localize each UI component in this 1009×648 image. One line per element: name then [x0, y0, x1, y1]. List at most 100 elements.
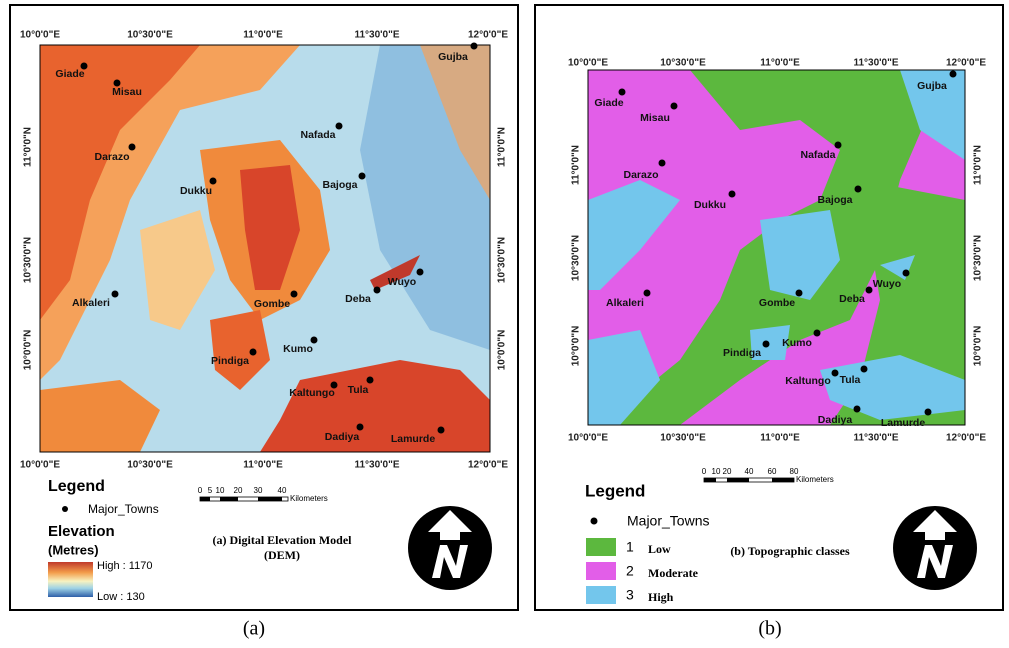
town-label: Tula [348, 384, 369, 396]
scale-tick-label: 60 [768, 467, 777, 476]
scale-tick-label: 0 [702, 467, 707, 476]
longitude-label: 10°30'0"E [660, 433, 706, 444]
latitude-label: 11°0'0"N [23, 127, 34, 167]
town-marker [855, 186, 862, 193]
legend-swatch [586, 562, 616, 580]
town-marker [210, 178, 217, 185]
town-label: Kaltungo [785, 375, 831, 387]
latitude-label: 11°0'0"N [571, 145, 582, 185]
town-label: Alkaleri [72, 297, 110, 309]
latitude-label: 10°30'0"N [497, 237, 508, 283]
scale-bar-segment [727, 478, 749, 482]
longitude-label: 11°30'0"E [853, 58, 898, 69]
longitude-label: 10°0'0"E [568, 433, 608, 444]
town-label: Tula [840, 374, 861, 386]
latitude-label: 10°0'0"N [23, 330, 34, 371]
latitude-label: 10°30'0"N [23, 237, 34, 283]
legend-heading: (Metres) [48, 542, 99, 557]
scale-bar-segment [220, 497, 238, 501]
town-marker [729, 191, 736, 198]
town-label: Misau [112, 86, 142, 98]
scale-bar-segment [704, 478, 716, 482]
town-marker [438, 427, 445, 434]
legend-class-name: Low [648, 542, 671, 556]
scale-tick-label: 10 [216, 486, 225, 495]
legend-swatch [586, 538, 616, 556]
town-label: Deba [839, 293, 865, 305]
panel-label: (a) [243, 618, 265, 640]
scale-tick-label: 5 [208, 486, 213, 495]
scale-tick-label: 20 [234, 486, 243, 495]
longitude-label: 11°0'0"E [243, 30, 283, 41]
town-label: Gombe [254, 298, 290, 310]
north-arrow [408, 506, 492, 590]
longitude-label: 10°30'0"E [127, 30, 173, 41]
town-label: Darazo [94, 151, 129, 163]
legend-marker [591, 518, 598, 525]
longitude-label: 10°0'0"E [20, 30, 60, 41]
legend-label: Major_Towns [88, 502, 159, 516]
longitude-label: 11°0'0"E [760, 433, 800, 444]
town-marker [796, 290, 803, 297]
town-label: Lamurde [391, 433, 436, 445]
town-marker [950, 71, 957, 78]
town-label: Pindiga [211, 355, 249, 367]
longitude-label: 11°30'0"E [354, 30, 399, 41]
town-label: Alkaleri [606, 297, 644, 309]
town-marker [357, 424, 364, 431]
town-label: Wuyo [873, 278, 901, 290]
town-label: Bajoga [817, 194, 852, 206]
scale-tick-label: 40 [745, 467, 754, 476]
longitude-label: 10°0'0"E [20, 460, 60, 471]
town-label: Deba [345, 293, 371, 305]
town-marker [359, 173, 366, 180]
longitude-label: 10°30'0"E [660, 58, 706, 69]
town-label: Gujba [438, 51, 468, 63]
town-marker [471, 43, 478, 50]
town-marker [763, 341, 770, 348]
town-marker [374, 287, 381, 294]
town-label: Darazo [623, 169, 658, 181]
scale-tick-label: 20 [723, 467, 732, 476]
legend-title: Legend [585, 481, 645, 500]
legend-class-name: High [648, 590, 674, 604]
legend-title: Legend [48, 478, 105, 495]
town-marker [814, 330, 821, 337]
longitude-label: 11°0'0"E [760, 58, 800, 69]
town-marker [854, 406, 861, 413]
town-label: Giade [55, 68, 84, 80]
town-marker [835, 142, 842, 149]
legend-label: Major_Towns [627, 513, 709, 529]
town-marker [925, 409, 932, 416]
latitude-label: 10°0'0"N [497, 330, 508, 371]
town-label: Pindiga [723, 347, 761, 359]
town-label: Kaltungo [289, 387, 335, 399]
town-marker [291, 291, 298, 298]
town-label: Dadiya [325, 431, 360, 443]
longitude-label: 12°0'0"E [468, 460, 508, 471]
town-marker [129, 144, 136, 151]
town-label: Gujba [917, 80, 947, 92]
legend-label: High : 1170 [97, 560, 152, 572]
legend-class-number: 3 [626, 587, 634, 603]
town-label: Nafada [800, 149, 835, 161]
scale-bar-segment [772, 478, 794, 482]
town-label: Bajoga [322, 179, 357, 191]
longitude-label: 11°30'0"E [853, 433, 898, 444]
longitude-label: 12°0'0"E [946, 58, 986, 69]
latitude-label: 10°0'0"N [973, 326, 984, 367]
caption: (a) Digital Elevation Model [213, 533, 353, 547]
scale-unit: Kilometers [796, 475, 834, 484]
panel-label: (b) [758, 618, 781, 640]
town-label: Nafada [300, 129, 335, 141]
town-marker [644, 290, 651, 297]
town-marker [619, 89, 626, 96]
town-marker [861, 366, 868, 373]
dem-map [40, 45, 490, 452]
town-marker [866, 287, 873, 294]
scale-bar-segment [200, 497, 210, 501]
latitude-label: 10°30'0"N [973, 235, 984, 281]
longitude-label: 10°30'0"E [127, 460, 173, 471]
scale-tick-label: 40 [278, 486, 287, 495]
latitude-label: 10°30'0"N [571, 235, 582, 281]
